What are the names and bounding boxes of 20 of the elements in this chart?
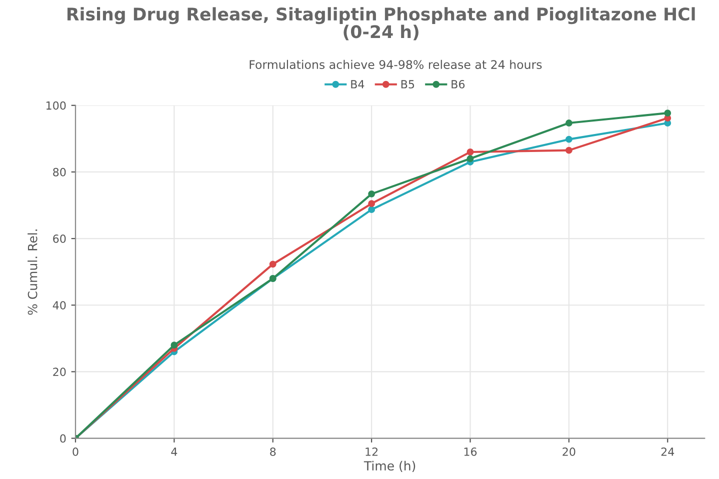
legend-label: B6 [452,80,465,88]
x-axis-title: Time (h) [364,460,416,472]
y-tick-label: 0 [60,434,66,443]
x-tick-label: 24 [661,448,674,456]
y-tick-label: 20 [53,368,66,376]
chart-title: Rising Drug Release, Sitagliptin Phosphate and Pioglitazone HCl (0-24 h) [67,7,695,40]
legend-label: B4 [351,80,364,88]
y-tick-label: 60 [53,234,66,243]
x-tick-label: 16 [464,448,477,456]
y-axis-title: % Cumul. Rel. [28,230,38,315]
x-tick-label: 4 [171,448,178,456]
x-tick-label: 20 [562,448,576,456]
chart-subtitle: Formulations achieve 94-98% release at 24 hours [250,60,542,70]
y-tick-label: 100 [46,101,66,110]
x-tick-label: 0 [72,448,78,456]
x-tick-label: 8 [270,448,276,456]
y-tick-label: 80 [53,168,66,176]
x-tick-label: 12 [366,448,378,456]
y-tick-label: 40 [52,301,66,310]
legend-label: B5 [401,80,414,88]
